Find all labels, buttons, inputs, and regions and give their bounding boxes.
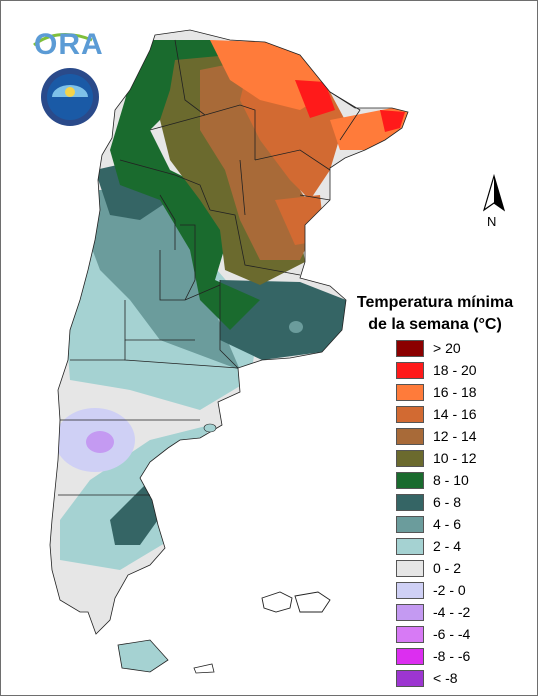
legend-label: 16 - 18 [433,384,477,400]
legend-item: -6 - -4 [396,623,477,645]
legend-label: 0 - 2 [433,560,462,576]
legend-label: -2 - 0 [433,582,466,598]
legend-swatch [396,559,424,577]
legend-swatch [396,361,424,379]
legend-title: Temperatura mínima de la semana (°C) [342,292,528,336]
legend-swatch [396,383,424,401]
legend-swatch [396,339,424,357]
legend-item: 14 - 16 [396,403,477,425]
legend-title-line2: de la semana (°C) [368,316,502,333]
legend-label: -6 - -4 [433,626,471,642]
legend-label: > 20 [433,340,461,356]
legend-label: 6 - 8 [433,494,462,510]
zone-minus4-minus2 [86,431,114,453]
zone-8-10 [110,40,260,330]
zone-4-6 [85,190,240,370]
smn-logo [41,68,99,126]
legend-title-line1: Temperatura mínima [356,294,514,311]
legend-label: -4 - -2 [433,604,471,620]
legend-label: -8 - -6 [433,648,471,664]
legend-label: 4 - 6 [433,516,462,532]
malvinas-islands [261,591,331,613]
legend-swatch [396,603,424,621]
isla-de-los-estados [193,663,215,674]
legend-item: 6 - 8 [396,491,477,513]
legend-swatch [396,515,424,533]
legend-swatch [396,471,424,489]
legend-label: < -8 [433,670,458,686]
legend-item: 12 - 14 [396,425,477,447]
legend-swatch [396,537,424,555]
legend-label: 8 - 10 [433,472,469,488]
legend-item: 0 - 2 [396,557,477,579]
zone-spot [289,321,303,333]
legend-swatch [396,449,424,467]
north-label: N [487,214,497,229]
legend-item: -2 - 0 [396,579,477,601]
legend-item: 2 - 4 [396,535,477,557]
legend-item: 16 - 18 [396,381,477,403]
legend-item: 18 - 20 [396,359,477,381]
legend-swatch [396,669,424,687]
legend-swatch [396,647,424,665]
province-borders [49,29,409,635]
temperature-zones [55,40,408,570]
legend-label: 12 - 14 [433,428,477,444]
legend-label: 2 - 4 [433,538,462,554]
legend-item: 4 - 6 [396,513,477,535]
legend-item: 10 - 12 [396,447,477,469]
legend-item: > 20 [396,337,477,359]
legend-swatch [396,427,424,445]
legend-swatch [396,625,424,643]
legend-label: 10 - 12 [433,450,477,466]
island-east [203,423,217,433]
legend-swatch [396,581,424,599]
legend: > 20 18 - 20 16 - 18 14 - 16 12 - 14 10 - 12 8… [396,337,477,689]
zone-18-20 [295,80,335,118]
legend-swatch [396,493,424,511]
ora-logo: ORA [34,28,104,61]
legend-swatch [396,405,424,423]
legend-item: -8 - -6 [396,645,477,667]
ora-swoosh [33,33,93,47]
legend-label: 18 - 20 [433,362,477,378]
zone-18-20-b [380,110,405,132]
north-arrow-icon [482,173,506,212]
tierra-del-fuego [117,639,169,673]
legend-item: < -8 [396,667,477,689]
legend-item: -4 - -2 [396,601,477,623]
legend-item: 8 - 10 [396,469,477,491]
legend-label: 14 - 16 [433,406,477,422]
